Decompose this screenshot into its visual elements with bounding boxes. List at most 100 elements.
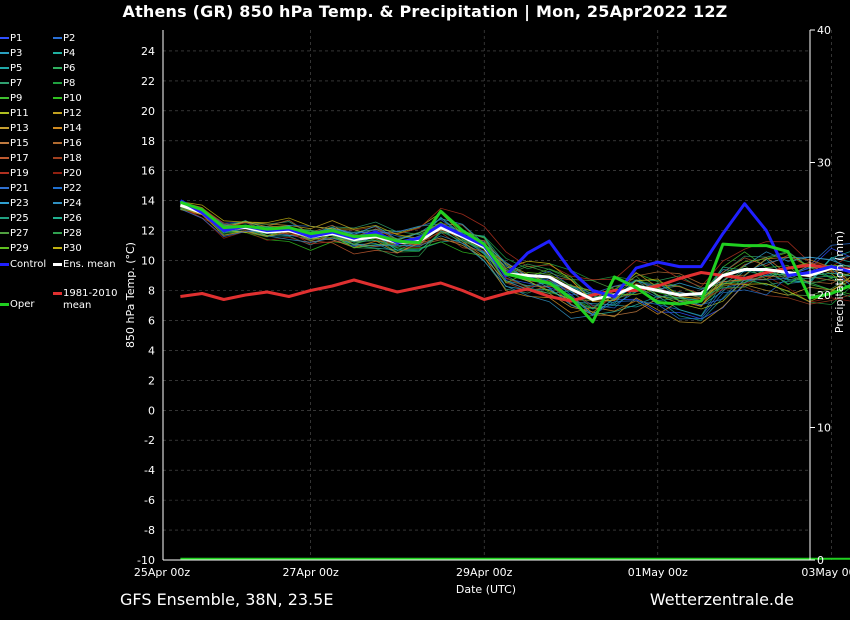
y-tick-label: 0 bbox=[148, 404, 155, 417]
member-line bbox=[180, 202, 850, 295]
legend-item: P12 bbox=[53, 108, 82, 120]
legend-swatch bbox=[53, 127, 62, 129]
legend-swatch bbox=[0, 127, 9, 129]
chart-title: Athens (GR) 850 hPa Temp. & Precipitatio… bbox=[122, 2, 728, 21]
legend-label: P10 bbox=[63, 93, 82, 104]
legend-item: P4 bbox=[53, 48, 75, 60]
legend-item: P30 bbox=[53, 243, 82, 255]
legend-item: P20 bbox=[53, 168, 82, 180]
legend-label: P13 bbox=[10, 123, 29, 134]
legend-label: P22 bbox=[63, 183, 82, 194]
legend-label: P30 bbox=[63, 243, 82, 254]
y-tick-label: 16 bbox=[141, 165, 155, 178]
legend-label: Oper bbox=[10, 299, 35, 310]
member-line bbox=[180, 202, 850, 315]
legend-item: P17 bbox=[0, 153, 29, 165]
legend-label: P5 bbox=[10, 63, 23, 74]
legend-swatch bbox=[53, 157, 62, 159]
y-tick-label: 8 bbox=[148, 285, 155, 298]
legend-item: P2 bbox=[53, 33, 75, 45]
legend-label: P23 bbox=[10, 198, 29, 209]
legend-label: P7 bbox=[10, 78, 23, 89]
legend-swatch bbox=[0, 232, 9, 234]
legend-swatch bbox=[0, 187, 9, 189]
series-line-oper bbox=[179, 200, 850, 324]
y-tick-label: 18 bbox=[141, 135, 155, 148]
legend-label: Control bbox=[10, 259, 47, 270]
legend-item: Ens. mean bbox=[53, 259, 116, 271]
legend-item: P14 bbox=[53, 123, 82, 135]
legend-swatch bbox=[0, 262, 9, 266]
member-line bbox=[180, 208, 850, 324]
legend-item: P28 bbox=[53, 228, 82, 240]
y-axis-label: 850 hPa Temp. (°C) bbox=[124, 242, 137, 348]
y-tick-label: -8 bbox=[144, 524, 155, 537]
grid-lines bbox=[163, 30, 832, 561]
y2-tick-label: 10 bbox=[817, 422, 831, 435]
legend-swatch bbox=[0, 247, 9, 249]
legend-item: P13 bbox=[0, 123, 29, 135]
legend-label: P19 bbox=[10, 168, 29, 179]
y2-tick-label: 30 bbox=[817, 157, 831, 170]
legend-label: P27 bbox=[10, 228, 29, 239]
legend-swatch bbox=[53, 202, 62, 204]
legend-item: 1981-2010 mean bbox=[53, 288, 118, 312]
legend-swatch bbox=[53, 52, 62, 54]
y-tick-label: 14 bbox=[141, 195, 155, 208]
legend-label: P14 bbox=[63, 123, 82, 134]
site-credit: Wetterzentrale.de bbox=[649, 590, 794, 609]
y-tick-label: 12 bbox=[141, 225, 155, 238]
member-line bbox=[180, 204, 850, 309]
y-tick-label: 6 bbox=[148, 314, 155, 327]
legend-label: P2 bbox=[63, 33, 76, 44]
legend-swatch bbox=[0, 52, 9, 54]
legend-swatch bbox=[0, 202, 9, 204]
legend-swatch bbox=[53, 67, 62, 69]
legend-item: P27 bbox=[0, 228, 29, 240]
y-tick-label: 22 bbox=[141, 75, 155, 88]
legend-item: P25 bbox=[0, 213, 29, 225]
legend-item: P23 bbox=[0, 198, 29, 210]
legend-swatch bbox=[0, 37, 9, 39]
legend-item: P15 bbox=[0, 138, 29, 150]
legend-swatch bbox=[0, 157, 9, 159]
legend-item: P21 bbox=[0, 183, 29, 195]
y-tick-label: 10 bbox=[141, 255, 155, 268]
legend-swatch bbox=[0, 302, 9, 306]
legend-label: P8 bbox=[63, 78, 76, 89]
model-info: GFS Ensemble, 38N, 23.5E bbox=[120, 590, 334, 609]
legend-item: P1 bbox=[0, 33, 22, 45]
member-line bbox=[180, 207, 850, 300]
legend-item: P5 bbox=[0, 63, 22, 75]
legend-swatch bbox=[53, 262, 62, 266]
legend-swatch bbox=[53, 142, 62, 144]
legend-swatch bbox=[53, 82, 62, 84]
legend-swatch bbox=[53, 232, 62, 234]
legend-label: P4 bbox=[63, 48, 76, 59]
legend-swatch bbox=[53, 112, 62, 114]
x-tick-label: 27Apr 00z bbox=[282, 566, 339, 579]
y2-axis-label: Precipitation (mm) bbox=[833, 231, 846, 333]
legend-swatch bbox=[0, 97, 9, 99]
y-tick-label: 24 bbox=[141, 45, 155, 58]
legend-item: P26 bbox=[53, 213, 82, 225]
legend-swatch bbox=[53, 217, 62, 219]
x-axis-label: Date (UTC) bbox=[456, 583, 516, 596]
legend-swatch bbox=[53, 97, 62, 99]
tick-labels: -10-8-6-4-202468101214161820222401020304… bbox=[134, 24, 850, 579]
member-line bbox=[180, 203, 850, 319]
legend-item: P18 bbox=[53, 153, 82, 165]
legend-swatch bbox=[0, 112, 9, 114]
legend-item: P22 bbox=[53, 183, 82, 195]
legend-item: P3 bbox=[0, 48, 22, 60]
legend-swatch bbox=[0, 142, 9, 144]
legend-label: P12 bbox=[63, 108, 82, 119]
legend-label: P29 bbox=[10, 243, 29, 254]
legend-item: P9 bbox=[0, 93, 22, 105]
y-tick-label: -2 bbox=[144, 434, 155, 447]
main-series-lines bbox=[179, 199, 850, 324]
x-tick-label: 25Apr 00z bbox=[134, 566, 191, 579]
legend-label: P21 bbox=[10, 183, 29, 194]
member-line bbox=[180, 202, 850, 306]
